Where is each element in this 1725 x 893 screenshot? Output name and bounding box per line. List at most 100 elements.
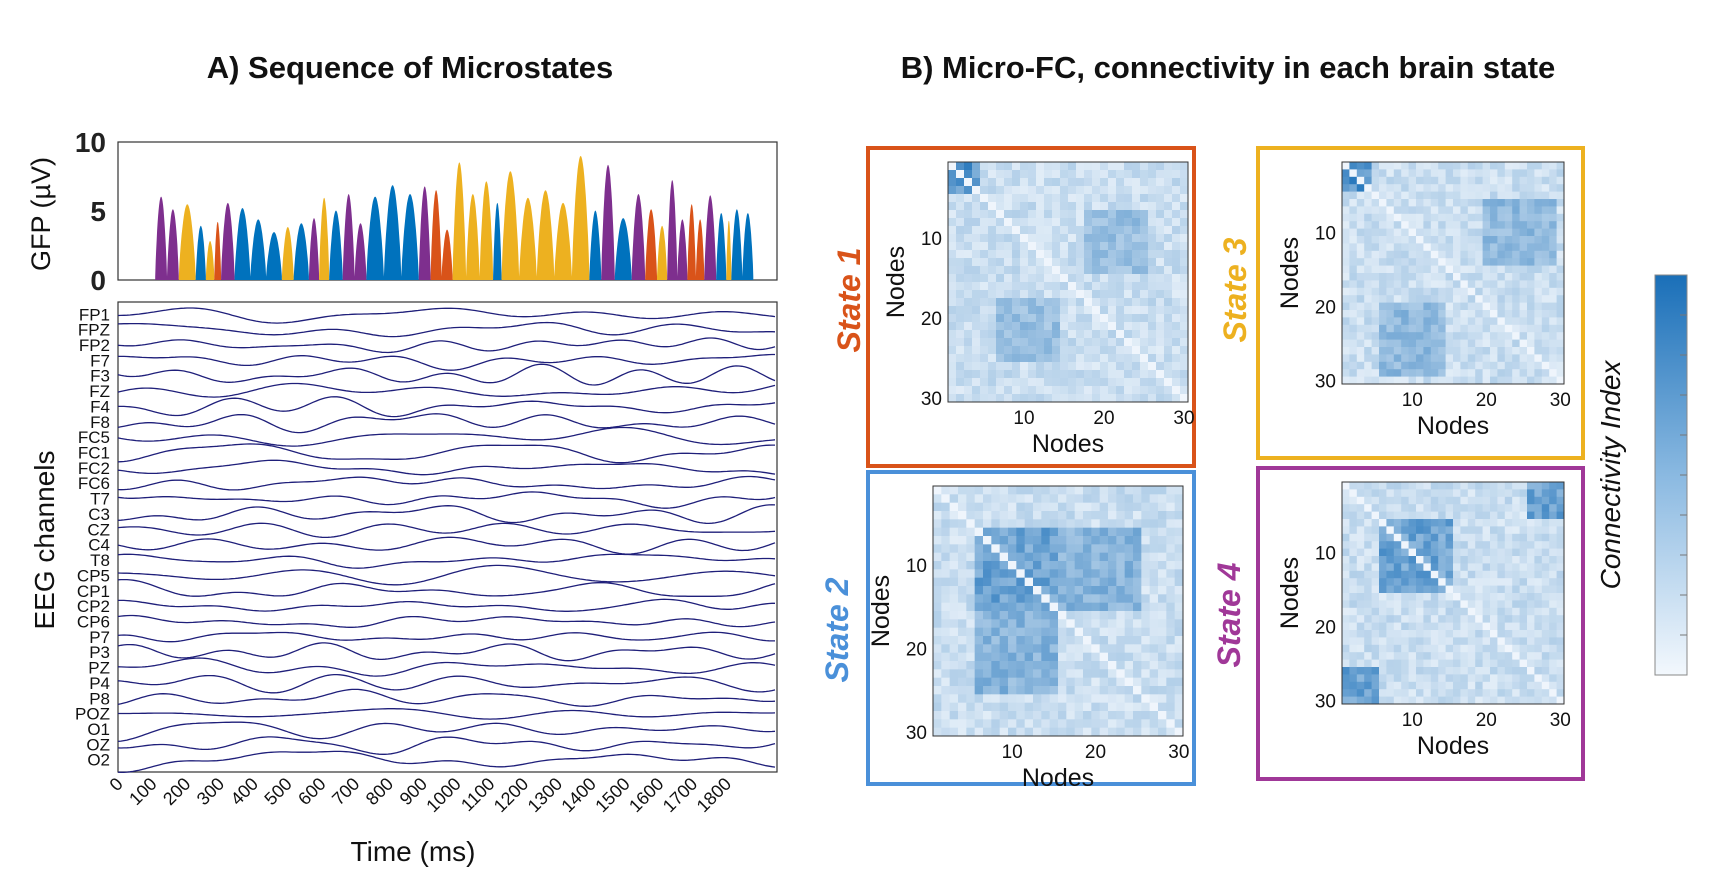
- fc-x-tick-label: 20: [1093, 408, 1114, 429]
- eeg-x-tick-label: 1200: [490, 774, 532, 816]
- fc-x-axis-label: Nodes: [1032, 430, 1104, 458]
- gfp-segment-state-2: [329, 210, 343, 280]
- fc-state-4: 10 10 20 20 30 30 Nodes Nodes State 4: [1211, 466, 1585, 781]
- gfp-segment-state-2: [716, 213, 727, 280]
- eeg-x-tick-label: 0: [106, 774, 127, 795]
- gfp-segment-state-1: [430, 190, 453, 280]
- eeg-channel-label: CP1: [77, 582, 110, 601]
- fc-x-tick-label: 10: [1402, 390, 1423, 411]
- fc-y-axis-label: Nodes: [867, 575, 895, 647]
- eeg-trace: [117, 631, 775, 643]
- fc-matrix: [1342, 482, 1565, 705]
- gfp-segment-state-1: [687, 204, 705, 280]
- gfp-segment-state-4: [418, 186, 431, 280]
- gfp-y-axis-label: GFP (µV): [26, 157, 56, 271]
- fc-matrix: [933, 486, 1184, 737]
- fc-y-tick-label: 30: [921, 389, 942, 410]
- fc-x-tick-label: 20: [1085, 742, 1106, 763]
- fc-y-axis-label: Nodes: [882, 246, 910, 318]
- gfp-segment-state-3: [319, 197, 330, 280]
- gfp-areas: [155, 155, 754, 280]
- gfp-segment-state-3: [178, 204, 196, 280]
- eeg-plot: FP1FPZFP2F7F3FZF4F8FC5FC1FC2FC6T7C3CZC4T…: [29, 301, 778, 867]
- eeg-x-ticks: 0100200300400500600700800900100011001200…: [106, 774, 736, 816]
- fc-state-frame: [1256, 146, 1585, 460]
- eeg-trace: [117, 553, 776, 569]
- eeg-channel-label: F7: [90, 351, 110, 370]
- fc-y-tick-label: 20: [906, 640, 927, 661]
- gfp-plot: 0 5 10 GFP (µV): [26, 127, 778, 296]
- fc-y-tick-label: 20: [1315, 297, 1336, 318]
- eeg-trace: [117, 578, 776, 597]
- fc-state-3: 10 10 20 20 30 30 Nodes Nodes State 3: [1217, 146, 1585, 460]
- fc-x-tick-label: 30: [1173, 408, 1194, 429]
- eeg-channel-label: FP2: [79, 336, 110, 355]
- fc-state-1: 10 10 20 20 30 30 Nodes Nodes State 1: [831, 146, 1196, 468]
- eeg-channel-label: P7: [89, 628, 110, 647]
- eeg-trace: [117, 382, 776, 398]
- fc-state-2: 10 10 20 20 30 30 Nodes Nodes State 2: [819, 470, 1196, 792]
- gfp-segment-state-3: [281, 227, 294, 280]
- fc-states: 10 10 20 20 30 30 Nodes Nodes State 1 10 10 20 20 30 3…: [819, 146, 1585, 792]
- eeg-channel-label: T8: [90, 551, 110, 570]
- fc-state-label: State 1: [831, 248, 867, 353]
- eeg-trace: [117, 536, 776, 555]
- fc-matrix: [1342, 162, 1565, 385]
- eeg-trace: [117, 443, 775, 464]
- eeg-channel-label: FC2: [78, 459, 110, 478]
- eeg-channel-label: O2: [87, 751, 110, 770]
- fc-x-tick-label: 30: [1550, 710, 1571, 731]
- fc-x-axis-label: Nodes: [1417, 732, 1489, 760]
- eeg-trace: [117, 614, 776, 628]
- fc-state-frame: [866, 470, 1196, 786]
- eeg-x-tick-label: 1300: [524, 774, 566, 816]
- eeg-x-tick-label: 800: [362, 774, 397, 809]
- gfp-segment-state-2: [195, 225, 206, 280]
- fc-x-tick-label: 10: [1013, 408, 1034, 429]
- panel-a-title: A) Sequence of Microstates: [207, 50, 614, 85]
- eeg-channel-label: P8: [89, 689, 110, 708]
- colorbar-label: Connectivity Index: [1595, 360, 1626, 590]
- gfp-segment-state-4: [601, 164, 615, 280]
- eeg-trace: [117, 413, 776, 434]
- eeg-trace: [117, 657, 776, 677]
- eeg-trace: [117, 491, 776, 509]
- eeg-trace: [117, 673, 776, 694]
- gfp-segment-state-4: [342, 194, 367, 280]
- eeg-x-tick-label: 1000: [422, 774, 464, 816]
- eeg-trace: [117, 337, 776, 354]
- gfp-segment-state-2: [614, 218, 632, 280]
- eeg-trace: [117, 459, 776, 476]
- eeg-trace: [117, 736, 776, 755]
- eeg-x-tick-label: 400: [227, 774, 262, 809]
- eeg-x-tick-label: 700: [328, 774, 363, 809]
- fc-x-tick-label: 10: [1002, 742, 1023, 763]
- fc-x-axis-label: Nodes: [1022, 764, 1094, 792]
- eeg-channel-label: FP1: [79, 305, 110, 324]
- eeg-channel-label: CP5: [77, 566, 110, 585]
- eeg-trace: [117, 426, 776, 447]
- eeg-channel-label: T7: [90, 490, 110, 509]
- fc-state-frame: [1256, 466, 1585, 781]
- fc-y-tick-label: 10: [1315, 223, 1336, 244]
- fc-x-tick-label: 30: [1168, 742, 1189, 763]
- eeg-channel-label: POZ: [75, 705, 110, 724]
- eeg-trace: [117, 475, 776, 491]
- fc-x-tick-label: 30: [1550, 390, 1571, 411]
- gfp-segment-state-4: [155, 196, 179, 280]
- eeg-x-tick-label: 500: [260, 774, 295, 809]
- eeg-channel-label: FC6: [78, 474, 110, 493]
- eeg-channel-label: FPZ: [78, 321, 110, 340]
- eeg-channel-label: FZ: [89, 382, 110, 401]
- eeg-trace: [117, 642, 776, 662]
- gfp-segment-state-3: [726, 220, 732, 280]
- gfp-segment-state-4: [308, 218, 320, 280]
- gfp-segment-state-3: [501, 155, 590, 280]
- gfp-segment-state-4: [667, 180, 688, 280]
- gfp-segment-state-3: [205, 241, 215, 280]
- panel-b-title: B) Micro-FC, connectivity in each brain …: [901, 50, 1556, 85]
- eeg-x-tick-label: 300: [193, 774, 228, 809]
- colorbar: Connectivity Index: [1595, 274, 1688, 676]
- gfp-segment-state-2: [493, 202, 502, 280]
- fc-x-axis-label: Nodes: [1417, 412, 1489, 440]
